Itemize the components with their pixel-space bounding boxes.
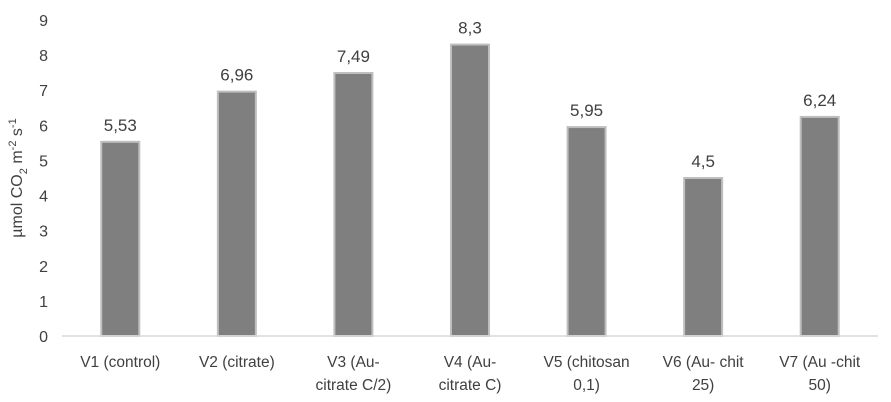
bar <box>566 126 607 338</box>
y-axis-title: µmol CO2 m-2 s-1 <box>7 118 30 237</box>
bar <box>799 115 840 338</box>
x-axis-tick-labels: V1 (control) V2 (citrate) V3 (Au-citrate C… <box>80 354 861 394</box>
bar-data-label: 5,95 <box>570 101 603 120</box>
y-tick-label: 9 <box>39 13 48 30</box>
x-tick-label: V6 (Au- chit 25) <box>663 354 745 394</box>
x-tick-label: V1 (control) <box>80 354 160 371</box>
bar <box>333 72 374 337</box>
x-tick-label: V2 (citrate) <box>199 354 275 371</box>
bar-data-label: 5,53 <box>104 116 137 135</box>
bar-data-label: 6,96 <box>220 66 253 85</box>
data-labels: 5,53 6,96 7,49 8,3 5,95 4,5 6,24 <box>104 19 837 171</box>
y-tick-label: 3 <box>39 224 48 241</box>
y-axis-label: µmol CO2 m-2 s-1 <box>7 118 30 237</box>
y-axis-ticks: 0 1 2 3 4 5 6 7 8 9 <box>39 13 48 346</box>
bar-data-label: 4,5 <box>691 152 715 171</box>
x-tick-label: V4 (Au-citrate C) <box>439 354 502 394</box>
x-tick-label: V5 (chitosan 0,1) <box>543 354 629 394</box>
y-tick-label: 5 <box>39 153 48 170</box>
y-tick-label: 0 <box>39 329 48 346</box>
y-tick-label: 6 <box>39 118 48 135</box>
y-tick-label: 8 <box>39 48 48 65</box>
bar-data-label: 8,3 <box>458 19 482 38</box>
y-tick-label: 4 <box>39 189 48 206</box>
y-tick-label: 2 <box>39 259 48 276</box>
y-tick-label: 1 <box>39 294 48 311</box>
bar <box>216 90 257 337</box>
bar <box>683 177 724 337</box>
bar <box>450 43 490 337</box>
bar <box>100 140 141 337</box>
x-tick-label: V3 (Au-citrate C/2) <box>316 354 392 394</box>
bars <box>100 43 840 338</box>
bar-data-label: 7,49 <box>337 47 370 66</box>
y-tick-label: 7 <box>39 83 48 100</box>
x-tick-label: V7 (Au -chit 50) <box>779 354 861 394</box>
bar-data-label: 6,24 <box>803 91 836 110</box>
